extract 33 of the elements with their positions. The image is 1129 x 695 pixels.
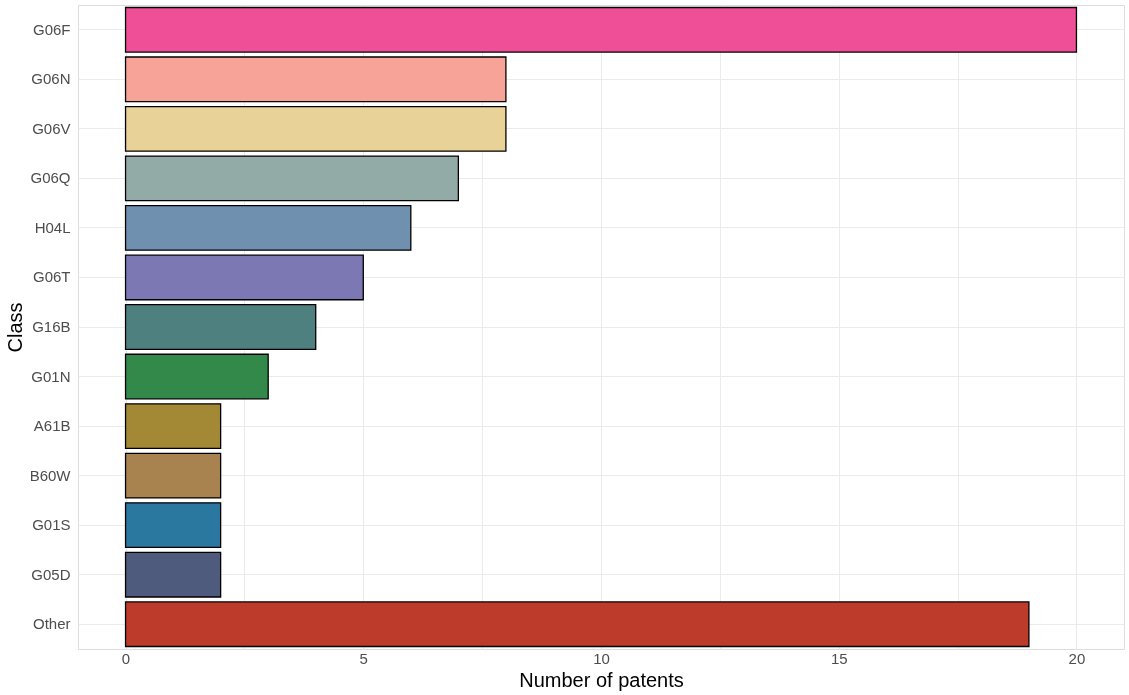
- y-tick-label: B60W: [29, 466, 72, 484]
- y-axis-title: Class: [3, 302, 26, 353]
- y-tick-label: Other: [32, 615, 71, 633]
- bar: [124, 254, 364, 301]
- y-tick-label: G05D: [31, 565, 71, 583]
- y-tick-label: H04L: [34, 218, 71, 236]
- bar: [124, 452, 222, 499]
- bar: [124, 56, 507, 103]
- bar: [124, 204, 412, 251]
- x-tick-label: 0: [121, 649, 131, 667]
- y-tick-label: G16B: [32, 318, 71, 335]
- y-tick-label: G06T: [32, 268, 71, 286]
- y-tick-label: G01N: [31, 367, 71, 385]
- bar: [124, 155, 460, 202]
- y-tick-label: G06F: [32, 20, 71, 38]
- y-tick-label: G06V: [32, 119, 71, 137]
- x-tick-label: 20: [1068, 649, 1086, 667]
- bar: [124, 601, 1030, 648]
- bar: [124, 502, 222, 549]
- y-tick-label: A61B: [33, 417, 71, 435]
- bar: [124, 6, 1078, 53]
- x-tick-label: 5: [359, 649, 368, 667]
- bar: [124, 403, 222, 450]
- x-tick-label: 10: [593, 649, 610, 667]
- bar: [124, 304, 317, 350]
- bar: [124, 551, 222, 598]
- x-axis-title: Number of patents: [519, 668, 684, 691]
- y-tick-label: G06N: [31, 70, 71, 88]
- bar: [124, 353, 269, 400]
- y-tick-label: G01S: [32, 516, 71, 534]
- x-tick-label: 15: [830, 649, 848, 667]
- bar: [124, 105, 507, 152]
- y-tick-label: G06Q: [30, 169, 71, 187]
